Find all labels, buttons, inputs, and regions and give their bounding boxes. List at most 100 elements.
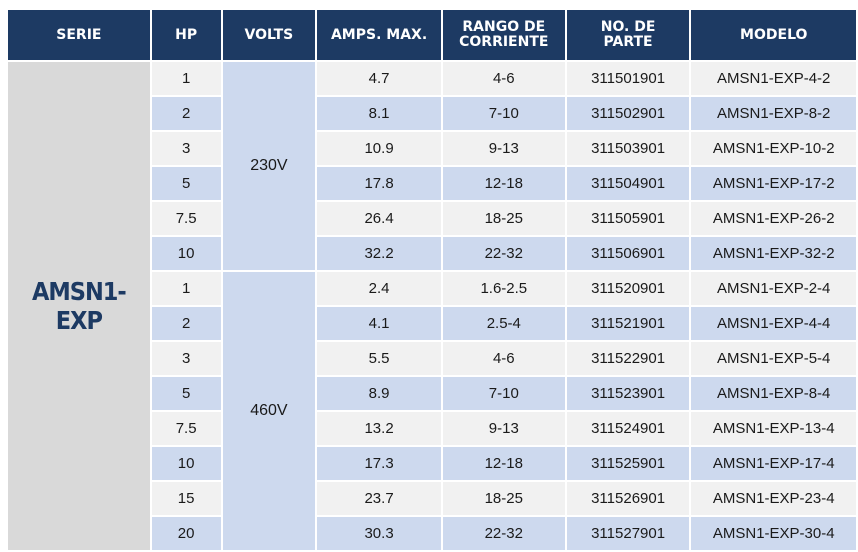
hp-cell: 2 <box>151 307 221 340</box>
hp-cell: 5 <box>151 377 221 410</box>
table-row: 15 23.7 18-25 311526901 AMSN1-EXP-23-4 <box>8 482 856 515</box>
modelo-cell: AMSN1-EXP-30-4 <box>691 517 856 550</box>
amps-cell: 23.7 <box>317 482 441 515</box>
modelo-cell: AMSN1-EXP-13-4 <box>691 412 856 445</box>
parte-cell: 311501901 <box>566 62 690 95</box>
modelo-cell: AMSN1-EXP-17-4 <box>691 447 856 480</box>
rango-cell: 18-25 <box>442 482 565 515</box>
modelo-cell: AMSN1-EXP-2-4 <box>691 272 856 305</box>
hp-cell: 1 <box>151 272 221 305</box>
rango-cell: 22-32 <box>442 237 565 270</box>
table-row: 20 30.3 22-32 311527901 AMSN1-EXP-30-4 <box>8 517 856 550</box>
table-row: 2 4.1 2.5-4 311521901 AMSN1-EXP-4-4 <box>8 307 856 340</box>
amps-cell: 4.7 <box>317 62 441 95</box>
amps-cell: 13.2 <box>317 412 441 445</box>
header-amps-max: AMPS. MAX. <box>317 10 441 60</box>
modelo-cell: AMSN1-EXP-4-2 <box>691 62 856 95</box>
hp-cell: 5 <box>151 167 221 200</box>
parte-cell: 311520901 <box>566 272 690 305</box>
modelo-cell: AMSN1-EXP-17-2 <box>691 167 856 200</box>
table-row: 7.5 26.4 18-25 311505901 AMSN1-EXP-26-2 <box>8 202 856 235</box>
header-modelo: MODELO <box>691 10 856 60</box>
amps-cell: 17.3 <box>317 447 441 480</box>
amps-cell: 17.8 <box>317 167 441 200</box>
hp-cell: 3 <box>151 132 221 165</box>
amps-cell: 26.4 <box>317 202 441 235</box>
table-row: 1 460V 2.4 1.6-2.5 311520901 AMSN1-EXP-2-4 <box>8 272 856 550</box>
header-rango-line2: CORRIENTE <box>459 34 549 50</box>
hp-cell: 10 <box>151 447 221 480</box>
header-row: SERIE HP VOLTS AMPS. MAX. RANGO DE CORRI… <box>8 10 856 60</box>
parte-cell: 311525901 <box>566 447 690 480</box>
rango-cell: 7-10 <box>442 377 565 410</box>
modelo-cell: AMSN1-EXP-5-4 <box>691 342 856 375</box>
motor-spec-table: SERIE HP VOLTS AMPS. MAX. RANGO DE CORRI… <box>6 8 858 552</box>
amps-cell: 4.1 <box>317 307 441 340</box>
parte-cell: 311526901 <box>566 482 690 515</box>
parte-cell: 311521901 <box>566 307 690 340</box>
header-parte-line2: PARTE <box>603 34 653 50</box>
rango-cell: 12-18 <box>442 447 565 480</box>
rango-cell: 2.5-4 <box>442 307 565 340</box>
rango-cell: 9-13 <box>442 412 565 445</box>
modelo-cell: AMSN1-EXP-23-4 <box>691 482 856 515</box>
rango-cell: 4-6 <box>442 62 565 95</box>
table-row: 3 10.9 9-13 311503901 AMSN1-EXP-10-2 <box>8 132 856 165</box>
modelo-cell: AMSN1-EXP-32-2 <box>691 237 856 270</box>
header-hp: HP <box>151 10 221 60</box>
amps-cell: 30.3 <box>317 517 441 550</box>
rango-cell: 22-32 <box>442 517 565 550</box>
parte-cell: 311506901 <box>566 237 690 270</box>
amps-cell: 10.9 <box>317 132 441 165</box>
header-serie: SERIE <box>8 10 150 60</box>
table-row: 10 17.3 12-18 311525901 AMSN1-EXP-17-4 <box>8 447 856 480</box>
hp-cell: 10 <box>151 237 221 270</box>
amps-cell: 8.9 <box>317 377 441 410</box>
modelo-cell: AMSN1-EXP-10-2 <box>691 132 856 165</box>
hp-cell: 15 <box>151 482 221 515</box>
hp-cell: 2 <box>151 97 221 130</box>
rango-cell: 12-18 <box>442 167 565 200</box>
amps-cell: 8.1 <box>317 97 441 130</box>
header-parte-line1: NO. DE <box>600 19 656 35</box>
table-row: 2 8.1 7-10 311502901 AMSN1-EXP-8-2 <box>8 97 856 130</box>
amps-cell: 5.5 <box>317 342 441 375</box>
hp-cell: 20 <box>151 517 221 550</box>
parte-cell: 311504901 <box>566 167 690 200</box>
serie-cell: AMSN1-EXP <box>8 62 150 550</box>
table-row: AMSN1-EXP 1 230V 4.7 4-6 311501901 AMSN1-EXP-4… <box>8 62 856 550</box>
hp-cell: 1 <box>151 62 221 95</box>
amps-cell: 2.4 <box>317 272 441 305</box>
rango-cell: 9-13 <box>442 132 565 165</box>
table-row: 10 32.2 22-32 311506901 AMSN1-EXP-32-2 <box>8 237 856 270</box>
table-body: AMSN1-EXP 1 230V 4.7 4-6 311501901 AMSN1-EXP-4… <box>8 62 856 550</box>
header-rango-line1: RANGO DE <box>462 19 546 35</box>
header-rango-corriente: RANGO DE CORRIENTE <box>442 10 565 60</box>
rango-cell: 1.6-2.5 <box>442 272 565 305</box>
table-row: 3 5.5 4-6 311522901 AMSN1-EXP-5-4 <box>8 342 856 375</box>
modelo-cell: AMSN1-EXP-4-4 <box>691 307 856 340</box>
table-row: 7.5 13.2 9-13 311524901 AMSN1-EXP-13-4 <box>8 412 856 445</box>
header-volts: VOLTS <box>222 10 316 60</box>
parte-cell: 311503901 <box>566 132 690 165</box>
volts-cell: 230V <box>222 62 316 270</box>
hp-cell: 7.5 <box>151 412 221 445</box>
rango-cell: 7-10 <box>442 97 565 130</box>
parte-cell: 311522901 <box>566 342 690 375</box>
header-no-parte: NO. DE PARTE <box>566 10 690 60</box>
parte-cell: 311527901 <box>566 517 690 550</box>
table-row: 5 8.9 7-10 311523901 AMSN1-EXP-8-4 <box>8 377 856 410</box>
amps-cell: 32.2 <box>317 237 441 270</box>
parte-cell: 311502901 <box>566 97 690 130</box>
parte-cell: 311523901 <box>566 377 690 410</box>
table-row: 5 17.8 12-18 311504901 AMSN1-EXP-17-2 <box>8 167 856 200</box>
parte-cell: 311505901 <box>566 202 690 235</box>
rango-cell: 18-25 <box>442 202 565 235</box>
volts-cell: 460V <box>222 272 316 550</box>
modelo-cell: AMSN1-EXP-8-4 <box>691 377 856 410</box>
hp-cell: 3 <box>151 342 221 375</box>
hp-cell: 7.5 <box>151 202 221 235</box>
modelo-cell: AMSN1-EXP-8-2 <box>691 97 856 130</box>
parte-cell: 311524901 <box>566 412 690 445</box>
rango-cell: 4-6 <box>442 342 565 375</box>
